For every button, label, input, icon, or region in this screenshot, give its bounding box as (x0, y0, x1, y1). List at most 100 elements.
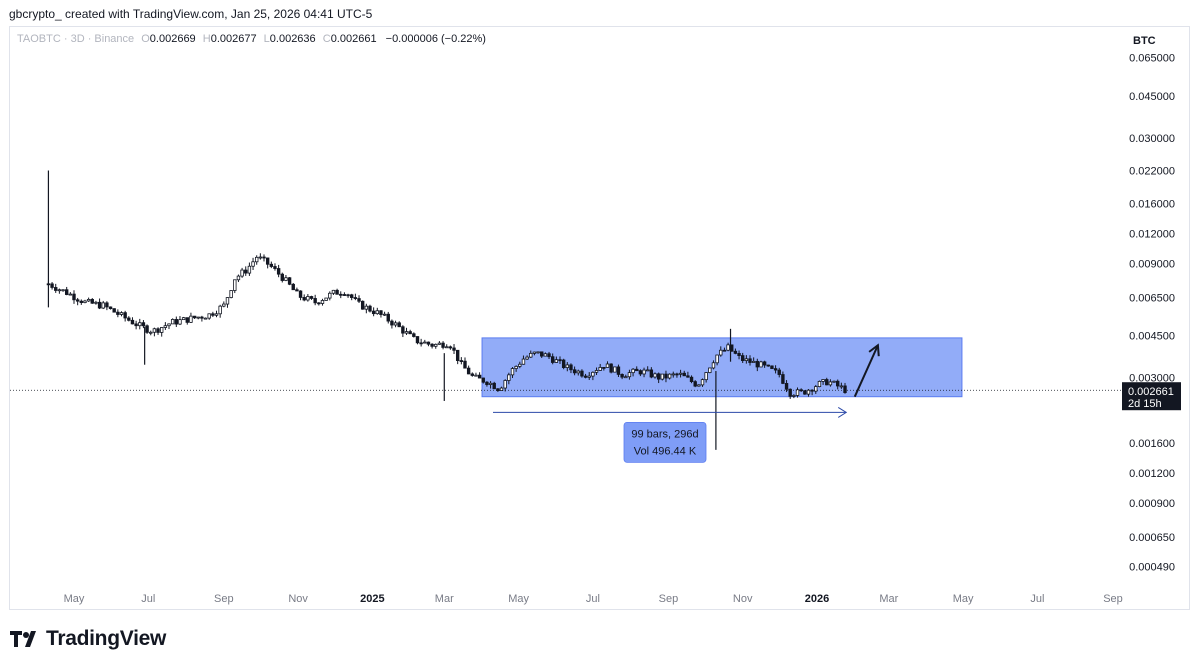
candle-body (112, 308, 116, 313)
candle-body (525, 356, 529, 360)
x-axis-tick-label: Jul (141, 593, 155, 605)
tradingview-logo[interactable]: TradingView (10, 624, 166, 654)
candle-body (686, 375, 690, 378)
date-range-label-box (623, 422, 707, 463)
y-axis-tick-label: 0.004500 (1129, 331, 1175, 343)
close-value: 0.002661 (330, 33, 377, 45)
candle-body (565, 364, 570, 368)
candle-body (770, 365, 774, 369)
candle-body (828, 381, 833, 386)
candle-body (426, 341, 431, 345)
candle-body (105, 302, 109, 308)
candle-body (766, 364, 770, 367)
candle-body (302, 297, 306, 301)
x-axis-tick-label: Sep (214, 593, 234, 605)
candle-body (353, 297, 358, 299)
candle-body (675, 373, 679, 376)
candle-body (313, 298, 317, 304)
x-axis-tick-label: May (64, 593, 85, 605)
y-axis-tick-label: 0.001200 (1129, 468, 1175, 480)
candle-body (101, 302, 105, 309)
candle-body (583, 375, 588, 378)
candle-body (591, 371, 595, 377)
candle-body (192, 315, 197, 319)
x-axis-tick-label: Nov (733, 593, 753, 605)
candle-body (295, 289, 299, 292)
candle-body (412, 333, 416, 337)
candle-body (119, 312, 124, 315)
candle-body (269, 263, 274, 267)
candle-body (445, 346, 449, 349)
candle-body (331, 289, 336, 294)
candle-body (466, 367, 471, 375)
candle-body (430, 343, 434, 347)
candle-body (350, 294, 354, 298)
trend-arrow[interactable] (853, 344, 879, 398)
x-axis-tick-label: May (953, 593, 974, 605)
candle-body (419, 342, 423, 345)
currency-label[interactable]: BTC (1133, 35, 1156, 47)
candle-body (540, 351, 544, 357)
candle-body (247, 265, 252, 274)
date-range-bars-label: 99 bars, 296d (631, 428, 698, 440)
y-axis-tick-label: 0.003000 (1129, 373, 1175, 385)
candle-body (781, 374, 785, 384)
candle-body (605, 363, 610, 368)
high-value: 0.002677 (210, 33, 257, 45)
candle-body (510, 368, 515, 376)
symbol-label[interactable]: TAOBTC · 3D · Binance (17, 33, 135, 45)
open-label: O (141, 33, 150, 45)
candle-body (689, 376, 694, 383)
candle-body (558, 359, 562, 362)
candle-body (211, 313, 215, 316)
candle-body (167, 323, 171, 327)
candle-body (602, 366, 606, 369)
candle-body (836, 380, 840, 387)
candle-body (324, 297, 328, 301)
low-label: L (263, 33, 270, 45)
candle-body (518, 363, 522, 367)
candle-body (408, 331, 412, 335)
y-axis-tick-label: 0.030000 (1129, 133, 1175, 145)
chart-frame[interactable] (9, 26, 1190, 610)
candle-body (64, 289, 69, 295)
candle-body (656, 373, 661, 380)
candle-body (196, 316, 200, 319)
bar-countdown: 2d 15h (1128, 398, 1162, 410)
candle-body (123, 312, 127, 319)
candle-body (401, 326, 405, 334)
candle-body (784, 383, 789, 390)
candle-body (759, 361, 763, 368)
candle-body (145, 325, 149, 333)
candle-body (532, 351, 537, 354)
tradingview-brand: TradingView (46, 627, 167, 650)
candle-body (620, 374, 624, 378)
candle-body (287, 277, 292, 285)
candle-body (649, 369, 654, 378)
candle-body (507, 374, 511, 381)
candle-body (262, 256, 266, 259)
candle-body (806, 389, 811, 395)
candle-body (54, 287, 58, 291)
candle-body (751, 360, 756, 363)
candle-body (697, 384, 701, 387)
candle-body (371, 310, 376, 315)
range-box[interactable] (481, 337, 963, 398)
candle-body (434, 343, 438, 347)
candle-body (163, 325, 168, 328)
change-value: −0.000006 (−0.22%) (385, 33, 486, 45)
candle-body (335, 289, 339, 295)
y-axis-tick-label: 0.006500 (1129, 292, 1175, 304)
candle-body (832, 380, 836, 383)
candle-body (68, 293, 73, 296)
candle-body (700, 379, 705, 386)
candle-body (598, 366, 602, 371)
candle-body (455, 349, 460, 361)
candle-body (708, 367, 712, 373)
candle-body (470, 373, 474, 376)
candle-body (803, 390, 807, 395)
candle-body (744, 358, 749, 361)
candle-body (83, 300, 87, 303)
candle-body (474, 374, 478, 377)
